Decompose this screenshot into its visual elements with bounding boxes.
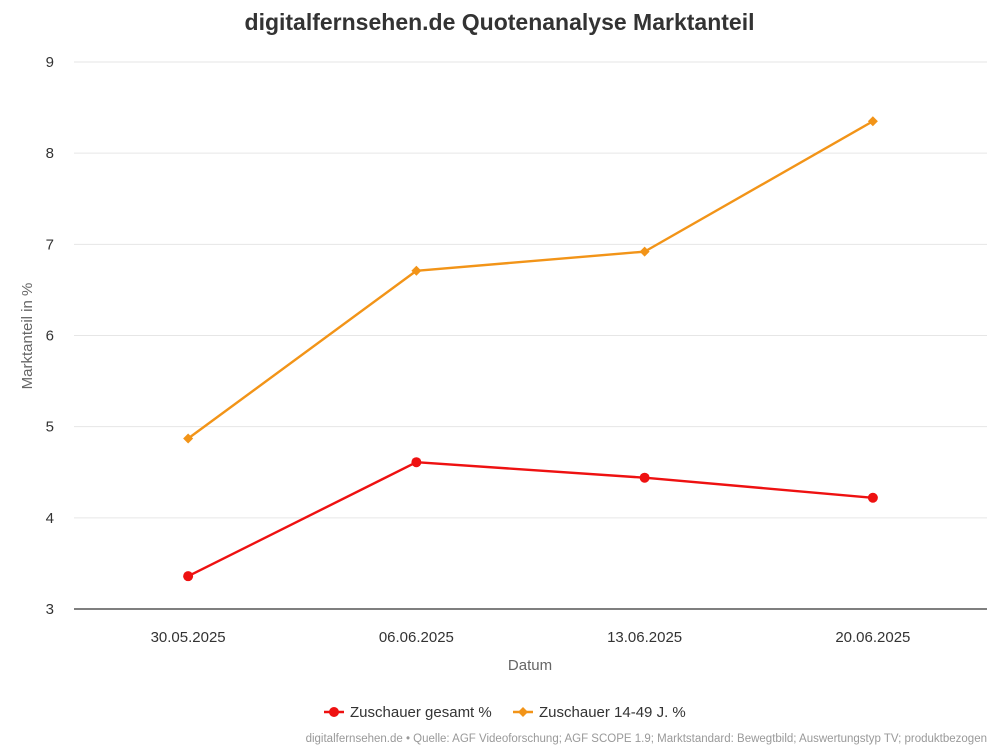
- data-point: [639, 472, 650, 483]
- x-tick-label: 06.06.2025: [379, 629, 454, 646]
- y-axis-ticks: 3 4 5 6 7 8 9: [46, 54, 54, 618]
- legend-label: Zuschauer 14-49 J. %: [539, 704, 686, 721]
- x-tick-label: 30.05.2025: [151, 629, 226, 646]
- legend: Zuschauer gesamt % Zuschauer 14-49 J. %: [324, 704, 686, 721]
- data-point: [639, 246, 650, 257]
- series-line: [187, 120, 874, 440]
- series-1: [183, 457, 878, 582]
- legend-item[interactable]: Zuschauer gesamt %: [324, 704, 492, 721]
- y-tick-label: 8: [46, 145, 54, 162]
- y-tick-label: 4: [46, 510, 54, 527]
- y-tick-label: 7: [46, 236, 54, 253]
- x-tick-label: 13.06.2025: [607, 629, 682, 646]
- y-tick-label: 9: [46, 54, 54, 71]
- y-tick-label: 5: [46, 419, 54, 436]
- legend-label: Zuschauer gesamt %: [350, 704, 492, 721]
- x-axis-title: Datum: [508, 657, 552, 674]
- series-layer: [183, 116, 878, 582]
- source-credit: digitalfernsehen.de • Quelle: AGF Videof…: [306, 733, 987, 745]
- data-point: [411, 265, 422, 276]
- x-tick-label: 20.06.2025: [835, 629, 910, 646]
- legend-item[interactable]: Zuschauer 14-49 J. %: [513, 704, 686, 721]
- y-axis-title: Marktanteil in %: [19, 283, 36, 390]
- series-line: [187, 461, 873, 578]
- y-tick-label: 6: [46, 328, 54, 345]
- legend-marker: [518, 707, 528, 717]
- grid-lines: [74, 61, 987, 519]
- y-tick-label: 3: [46, 601, 54, 618]
- series-2: [183, 116, 878, 444]
- data-point: [867, 116, 878, 127]
- data-point: [411, 457, 422, 468]
- data-point: [867, 492, 878, 503]
- data-point: [183, 433, 194, 444]
- data-point: [183, 571, 194, 582]
- legend-marker: [329, 707, 339, 717]
- x-axis-ticks: 30.05.2025 06.06.2025 13.06.2025 20.06.2025: [151, 629, 911, 646]
- chart-title: digitalfernsehen.de Quotenanalyse Markta…: [245, 9, 755, 35]
